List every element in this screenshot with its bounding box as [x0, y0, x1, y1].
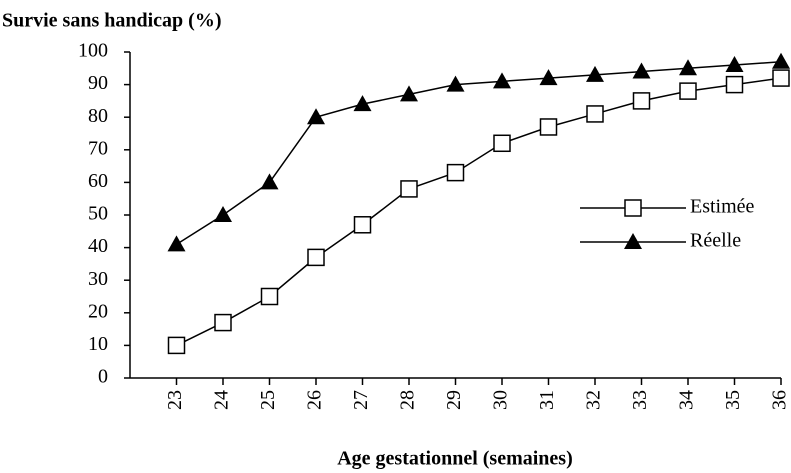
marker	[307, 248, 325, 267]
marker	[353, 95, 372, 112]
marker	[400, 180, 418, 198]
marker	[260, 173, 279, 190]
x-tick-label: 29	[443, 390, 465, 410]
series-line	[176, 61, 782, 245]
marker	[214, 206, 232, 222]
x-tick-label: 27	[350, 390, 372, 410]
marker	[772, 69, 790, 87]
x-tick-label: 36	[769, 390, 791, 410]
marker	[632, 92, 651, 110]
marker	[214, 313, 232, 332]
y-tick-label: 0	[98, 366, 108, 388]
marker	[353, 216, 372, 234]
y-tick-label: 20	[88, 300, 108, 322]
y-tick-label: 100	[78, 40, 108, 62]
marker	[539, 118, 558, 136]
y-tick-label: 90	[88, 72, 108, 94]
marker	[539, 69, 558, 86]
marker	[586, 65, 604, 82]
marker	[493, 72, 511, 89]
marker	[400, 85, 418, 102]
x-tick-label: 28	[397, 390, 419, 410]
y-tick-label: 50	[88, 203, 108, 225]
marker	[586, 105, 604, 123]
x-tick-label: 23	[164, 390, 186, 410]
marker	[725, 75, 744, 94]
x-tick-label: 33	[629, 390, 651, 410]
marker	[679, 82, 697, 100]
legend-label: Estimée	[690, 196, 755, 218]
marker	[307, 108, 325, 125]
y-tick-label: 60	[88, 170, 108, 192]
marker	[632, 62, 651, 79]
marker	[167, 336, 186, 355]
marker	[446, 75, 465, 92]
marker	[679, 59, 697, 76]
x-axis-label: Age gestationnel (semaines)	[337, 448, 573, 470]
marker	[725, 56, 744, 73]
marker	[772, 52, 790, 69]
x-tick-label: 32	[583, 390, 605, 410]
marker	[493, 134, 511, 153]
x-tick-label: 31	[536, 390, 558, 410]
legend-marker	[624, 199, 642, 217]
marker	[446, 163, 465, 182]
x-tick-label: 35	[722, 390, 744, 410]
legend-label: Réelle	[690, 230, 741, 252]
y-tick-label: 70	[88, 137, 108, 159]
y-tick-label: 40	[88, 235, 108, 257]
legend-marker	[624, 233, 642, 249]
x-tick-label: 24	[211, 390, 233, 410]
x-tick-label: 30	[490, 390, 512, 410]
y-tick-label: 10	[88, 333, 108, 355]
chart-title: Survie sans handicap (%)	[2, 10, 222, 32]
x-tick-label: 34	[676, 390, 698, 410]
y-tick-label: 30	[88, 268, 108, 290]
marker	[260, 287, 279, 306]
x-tick-label: 25	[257, 390, 279, 410]
y-tick-label: 80	[88, 105, 108, 127]
x-tick-label: 26	[304, 390, 326, 410]
marker	[167, 235, 186, 252]
